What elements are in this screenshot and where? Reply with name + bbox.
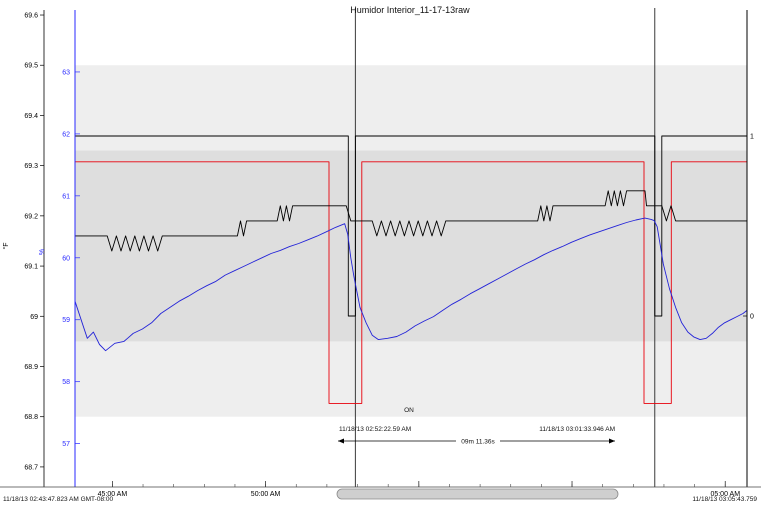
series-line-3: [75, 190, 747, 252]
y-inner-tick-label: 59: [62, 317, 70, 324]
y-outer-tick-label: 68.7: [24, 464, 38, 471]
y-outer-tick-label: 68.9: [24, 364, 38, 371]
y-inner-tick-label: 61: [62, 193, 70, 200]
x-tick-label: 05:00 AM: [710, 491, 740, 498]
duration-label-bg: [456, 436, 500, 446]
x-tick-label: 45:00 AM: [98, 491, 128, 498]
selection-bar[interactable]: [336, 488, 619, 500]
series-line-2: [75, 161, 747, 404]
y-outer-tick-label: 69.3: [24, 163, 38, 170]
duration-arrow-right-icon: [609, 438, 615, 444]
y-outer-tick-label: 69.4: [24, 113, 38, 120]
duration-label: 09m 11.36s: [461, 439, 495, 446]
y-outer-tick-label: 69: [30, 314, 38, 321]
y-outer-tick-label: 69.5: [24, 63, 38, 70]
x-start-label: 11/18/13 02:43:47.823 AM GMT-08:00: [3, 496, 113, 503]
y-outer-tick-label: 69.6: [24, 13, 38, 20]
chart-title: Humidor Interior_11-17-13raw: [350, 5, 470, 15]
band-inner: [75, 150, 747, 342]
series-line-1: [75, 135, 747, 317]
y-right-tick-label: 1: [750, 134, 754, 141]
y-inner-tick-label: 58: [62, 379, 70, 386]
cursor-1-label: 11/18/13 02:52:22.59 AM: [339, 426, 411, 433]
y-inner-tick-label: 57: [62, 441, 70, 448]
right-ticks: 01: [743, 134, 754, 321]
y-outer-tick-label: 69.2: [24, 213, 38, 220]
y-left-inner-axis-label: %: [39, 249, 46, 255]
y-inner-tick-label: 62: [62, 131, 70, 138]
chart-bands: [75, 65, 747, 417]
state-label: ON: [404, 407, 414, 414]
x-end-label: 11/18/13 03:05:43.759: [692, 496, 757, 503]
cursor-2-label: 11/18/13 03:01:33.946 AM: [539, 426, 615, 433]
y-right-tick-label: 0: [750, 314, 754, 321]
series-line-4: [74, 217, 748, 352]
y-inner-tick-label: 60: [62, 255, 70, 262]
series-layer: [74, 135, 748, 404]
left-inner-ticks: 57 58 59 60 61 62 63: [62, 69, 80, 448]
y-inner-tick-label: 63: [62, 69, 70, 76]
x-tick-label: 50:00 AM: [251, 491, 281, 498]
duration-arrow-left-icon: [338, 438, 344, 444]
y-left-outer-axis-label: °F: [2, 242, 10, 249]
left-outer-ticks: 68.7 68.8 68.9 69 69.1 69.2 69.3 69.4 69.5 69.6: [24, 13, 44, 471]
y-outer-tick-label: 69.1: [24, 264, 38, 271]
y-outer-tick-label: 68.8: [24, 414, 38, 421]
